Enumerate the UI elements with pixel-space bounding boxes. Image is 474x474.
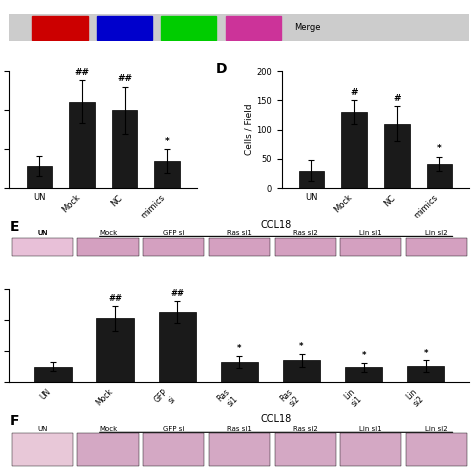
Bar <box>340 238 401 256</box>
Text: Mock: Mock <box>99 230 117 237</box>
Text: D: D <box>216 62 228 76</box>
Text: #: # <box>350 88 358 97</box>
Text: UN: UN <box>37 230 47 237</box>
Bar <box>97 16 152 40</box>
Text: CCL18: CCL18 <box>382 222 411 231</box>
Text: Lin si1: Lin si1 <box>359 426 382 432</box>
Bar <box>283 360 320 382</box>
Bar <box>161 16 216 40</box>
Text: CCL18: CCL18 <box>261 220 292 230</box>
Bar <box>406 433 467 466</box>
Text: *: * <box>437 144 442 153</box>
Bar <box>406 238 467 256</box>
Bar <box>345 367 382 382</box>
Bar <box>274 238 336 256</box>
Bar <box>143 238 204 256</box>
Text: Merge: Merge <box>294 23 321 32</box>
Bar <box>427 164 452 188</box>
Text: Lin si2: Lin si2 <box>425 230 448 237</box>
Bar <box>143 433 204 466</box>
Bar <box>12 433 73 466</box>
Bar <box>77 433 138 466</box>
Bar <box>69 101 95 188</box>
Text: Lin si2: Lin si2 <box>425 426 448 432</box>
Bar <box>340 433 401 466</box>
Text: GFP si: GFP si <box>163 230 184 237</box>
Text: ##: ## <box>170 289 184 298</box>
Bar <box>299 171 324 188</box>
Bar <box>34 367 72 382</box>
Bar <box>155 161 180 188</box>
Text: UN: UN <box>37 426 47 432</box>
Text: Lin si1: Lin si1 <box>359 230 382 237</box>
Bar <box>159 312 196 382</box>
Text: *: * <box>423 348 428 357</box>
Text: *: * <box>361 351 366 360</box>
Text: F: F <box>9 413 19 428</box>
Text: Ras si1: Ras si1 <box>227 230 252 237</box>
Bar <box>221 362 258 382</box>
Bar <box>384 124 410 188</box>
Bar <box>97 318 134 382</box>
Bar <box>226 16 281 40</box>
Text: Ras si2: Ras si2 <box>292 426 318 432</box>
Bar <box>112 110 137 188</box>
Text: ##: ## <box>117 74 132 83</box>
Text: CCL18: CCL18 <box>261 413 292 423</box>
Text: #: # <box>393 94 401 103</box>
Text: CCL18: CCL18 <box>110 222 139 231</box>
Bar <box>32 16 88 40</box>
Y-axis label: Cells / Field: Cells / Field <box>244 104 253 155</box>
Bar <box>77 238 138 256</box>
Text: UN: UN <box>37 230 47 237</box>
Text: Ras si1: Ras si1 <box>227 426 252 432</box>
Text: *: * <box>299 342 304 351</box>
Text: *: * <box>237 344 242 353</box>
Text: *: * <box>165 137 170 146</box>
Bar <box>209 238 270 256</box>
Text: ##: ## <box>74 68 90 77</box>
Bar <box>407 366 445 382</box>
Bar <box>209 433 270 466</box>
Text: E: E <box>9 220 19 234</box>
Text: CCL18: CCL18 <box>256 415 285 424</box>
Text: ##: ## <box>108 294 122 303</box>
Bar <box>12 238 73 256</box>
Bar <box>27 166 52 188</box>
Bar <box>341 112 367 188</box>
Bar <box>274 433 336 466</box>
Text: GFP si: GFP si <box>163 426 184 432</box>
Text: Ras si2: Ras si2 <box>292 230 318 237</box>
Text: Mock: Mock <box>99 426 117 432</box>
